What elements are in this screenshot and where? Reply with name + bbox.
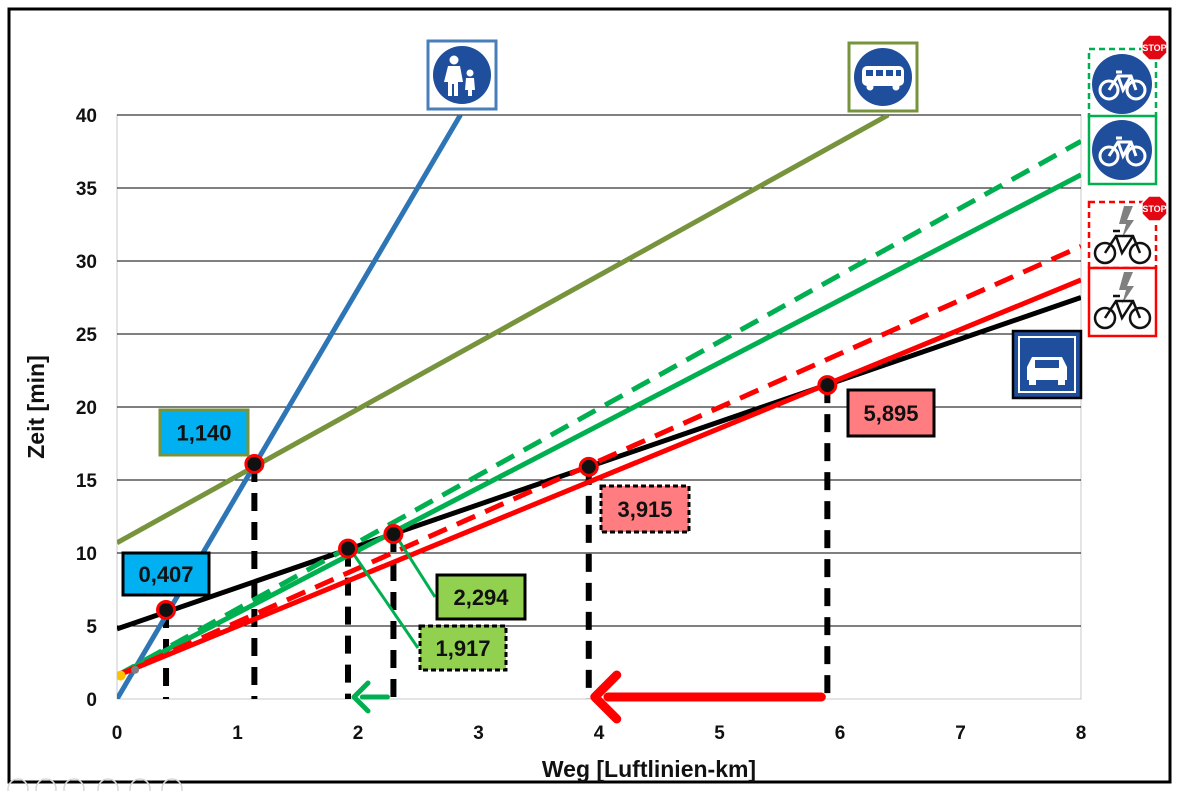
value-box-4 — [599, 484, 691, 534]
arrow-head-0 — [351, 680, 371, 714]
arrow-head-1 — [590, 670, 622, 724]
intersection-point-3 — [383, 524, 404, 545]
y-tick-label-3: 15 — [76, 471, 98, 492]
series-line-pedestrian-sign — [117, 115, 463, 699]
value-label-5: 5,895 — [863, 401, 918, 426]
y-tick-label-7: 35 — [76, 179, 98, 200]
value-box-0 — [121, 551, 211, 597]
stop-label: STOP — [1142, 43, 1166, 53]
bicycle-sign-icon — [1087, 114, 1158, 186]
y-tick-labels: 0 5 10 15 20 25 30 35 40 — [76, 106, 98, 711]
intersection-point-5 — [817, 375, 838, 396]
x-tick-label-6: 6 — [835, 723, 846, 744]
x-tick-label-8: 8 — [1076, 723, 1087, 744]
x-tick-label-4: 4 — [594, 723, 605, 744]
y-tick-label-0: 0 — [86, 690, 97, 711]
y-tick-label-5: 25 — [76, 325, 98, 346]
value-box-1 — [158, 408, 250, 457]
y-tick-label-1: 5 — [86, 617, 97, 638]
series-line-bicycle-sign-stop — [117, 139, 1081, 678]
start-marker-2 — [131, 665, 140, 674]
y-tick-label-6: 30 — [76, 252, 97, 273]
x-tick-label-7: 7 — [955, 723, 966, 744]
start-marker — [117, 670, 126, 681]
value-label-0: 0,407 — [138, 562, 193, 587]
x-tick-label-5: 5 — [714, 723, 725, 744]
series-line-bicycle-sign — [117, 172, 1081, 678]
label-connectors — [352, 537, 437, 649]
series-line-car-sign — [117, 295, 1081, 632]
car-sign-icon — [1011, 329, 1083, 400]
series-line-ebike-sign — [117, 277, 1081, 678]
ebike-sign-icon — [1087, 266, 1158, 338]
y-tick-label-4: 20 — [76, 398, 97, 419]
ebike-sign-stop-icon: STOP — [1087, 195, 1168, 270]
x-axis-title: Weg [Luftlinien-km] — [542, 756, 756, 782]
intersection-point-2 — [337, 538, 358, 559]
value-labels: 0,407 1,140 1,917 2,294 3,915 5,895 — [121, 388, 936, 672]
x-tick-label-3: 3 — [473, 723, 484, 744]
x-tick-label-1: 1 — [232, 723, 243, 744]
arrows — [351, 670, 826, 724]
bicycle-sign-stop-icon: STOP — [1087, 34, 1168, 119]
value-box-2 — [418, 624, 508, 672]
intersection-point-1 — [244, 453, 265, 474]
series-line-ebike-sign-stop — [117, 244, 1081, 678]
value-label-1: 1,140 — [176, 421, 231, 446]
x-tick-labels: 0 1 2 3 4 5 6 7 8 — [112, 723, 1087, 744]
bus-sign-icon — [847, 41, 919, 113]
intersection-points — [156, 375, 838, 620]
x-tick-label-2: 2 — [353, 723, 364, 744]
value-box-3 — [435, 573, 527, 621]
series-lines — [117, 115, 1081, 699]
pedestrian-sign-icon — [426, 39, 498, 111]
y-tick-label-2: 10 — [76, 544, 97, 565]
intersection-point-4 — [578, 456, 599, 477]
intersection-point-0 — [156, 599, 177, 620]
connector-3 — [396, 537, 437, 598]
value-box-5 — [846, 388, 936, 438]
y-tick-label-8: 40 — [76, 106, 97, 127]
series-line-bus-sign — [117, 115, 890, 545]
connector-2 — [352, 553, 420, 649]
y-axis-title: Zeit [min] — [23, 355, 49, 459]
value-label-4: 3,915 — [617, 497, 672, 522]
value-label-3: 2,294 — [453, 585, 509, 610]
footer-icons — [7, 778, 183, 796]
stop-label-2: STOP — [1142, 204, 1166, 214]
value-label-2: 1,917 — [435, 636, 490, 661]
x-tick-label-0: 0 — [112, 723, 123, 744]
